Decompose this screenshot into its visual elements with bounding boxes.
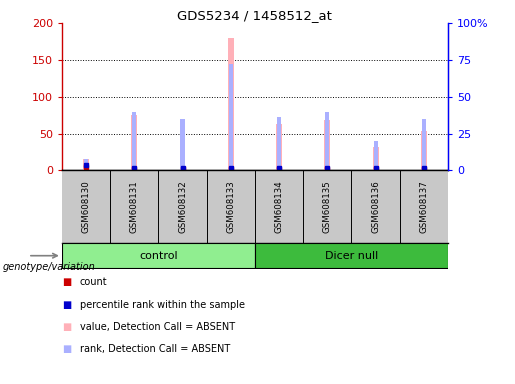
Bar (276, 124, 282, 170)
Text: GSM608133: GSM608133 (226, 180, 235, 233)
Bar (277, 118, 281, 170)
Bar (84, 159, 88, 170)
Text: genotype/variation: genotype/variation (3, 262, 95, 272)
Text: GSM608132: GSM608132 (178, 180, 187, 233)
Text: ■: ■ (62, 322, 72, 332)
Text: GSM608131: GSM608131 (130, 180, 139, 233)
Text: GSM608136: GSM608136 (371, 180, 380, 233)
Bar (180, 119, 185, 170)
Bar (373, 147, 379, 170)
Bar (373, 141, 377, 170)
Text: value, Detection Call = ABSENT: value, Detection Call = ABSENT (80, 322, 235, 332)
Bar (83, 159, 89, 170)
Bar (180, 119, 184, 170)
Title: GDS5234 / 1458512_at: GDS5234 / 1458512_at (178, 9, 332, 22)
Bar (228, 38, 234, 170)
Bar (131, 115, 137, 170)
Text: Dicer null: Dicer null (325, 251, 378, 261)
Text: GSM608134: GSM608134 (274, 180, 284, 233)
Bar (325, 111, 330, 170)
Bar (255, 243, 448, 268)
Text: GSM608130: GSM608130 (81, 180, 91, 233)
Bar (421, 131, 427, 170)
Text: ■: ■ (62, 300, 72, 310)
Bar (324, 120, 330, 170)
Text: rank, Detection Call = ABSENT: rank, Detection Call = ABSENT (80, 344, 230, 354)
Bar (229, 65, 233, 170)
Text: GSM608135: GSM608135 (323, 180, 332, 233)
Bar (62, 243, 255, 268)
Text: control: control (139, 251, 178, 261)
Text: ■: ■ (62, 277, 72, 287)
Text: ■: ■ (62, 344, 72, 354)
Text: count: count (80, 277, 108, 287)
Bar (422, 119, 426, 170)
Text: GSM608137: GSM608137 (419, 180, 428, 233)
Text: percentile rank within the sample: percentile rank within the sample (80, 300, 245, 310)
Bar (132, 111, 136, 170)
